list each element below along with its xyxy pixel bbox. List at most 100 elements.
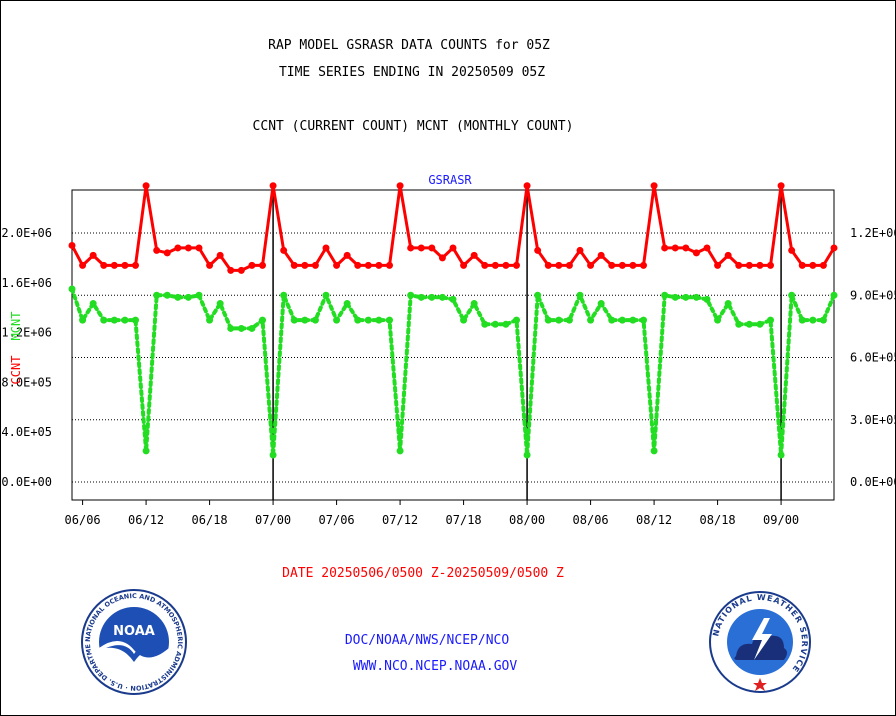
- mcnt-point: [259, 316, 266, 324]
- mcnt-point: [830, 291, 838, 299]
- right-axis-tick-label: 6.0E+05: [850, 351, 896, 365]
- ccnt-point: [79, 261, 87, 269]
- ccnt-point: [206, 261, 214, 269]
- right-axis-tick-label: 9.0E+05: [850, 288, 896, 302]
- ccnt-point: [174, 244, 182, 252]
- x-tick-label: 09/00: [763, 513, 799, 527]
- ccnt-point: [629, 261, 637, 269]
- mcnt-point: [491, 320, 499, 328]
- ccnt-point: [460, 261, 468, 269]
- ccnt-point: [682, 244, 690, 252]
- plot-border: [71, 189, 835, 501]
- ccnt-point: [386, 261, 393, 269]
- mcnt-point: [68, 285, 76, 293]
- mcnt-point: [481, 320, 489, 328]
- ccnt-point: [777, 182, 785, 190]
- ccnt-point: [798, 261, 806, 269]
- x-tick-label: 07/12: [382, 513, 418, 527]
- ccnt-point: [142, 182, 150, 190]
- ccnt-point: [364, 261, 372, 269]
- left-axis-tick-label: 1.6E+06: [1, 276, 52, 290]
- mcnt-point: [184, 293, 192, 301]
- ccnt-point: [788, 246, 796, 254]
- chart-title-line1: RAP MODEL GSRASR DATA COUNTS for 05Z: [268, 38, 550, 53]
- mcnt-point: [110, 316, 118, 324]
- mcnt-point: [227, 324, 235, 332]
- ccnt-point: [301, 261, 309, 269]
- nws-logo: NATIONAL WEATHER SERVICE: [709, 591, 811, 693]
- mcnt-point: [735, 320, 743, 328]
- mcnt-point: [703, 295, 711, 303]
- mcnt-point: [587, 316, 595, 324]
- mcnt-point: [523, 451, 531, 459]
- mcnt-point: [417, 293, 425, 301]
- ccnt-point: [767, 261, 774, 269]
- mcnt-point: [163, 291, 171, 299]
- mcnt-point: [544, 316, 552, 324]
- ccnt-point: [269, 182, 277, 190]
- ccnt-point: [491, 261, 499, 269]
- mcnt-point: [121, 316, 129, 324]
- mcnt-point: [311, 316, 319, 324]
- mcnt-point: [280, 291, 288, 299]
- ccnt-point: [100, 261, 108, 269]
- mcnt-point: [608, 316, 616, 324]
- ccnt-point: [534, 246, 542, 254]
- ccnt-line: [70, 184, 836, 272]
- mcnt-point: [79, 316, 87, 324]
- ccnt-point: [650, 182, 658, 190]
- ccnt-point: [417, 244, 425, 252]
- mcnt-point: [819, 316, 827, 324]
- x-tick-label: 07/18: [446, 513, 482, 527]
- mcnt-point: [555, 316, 563, 324]
- y-axis-label-ccnt: CCNT: [9, 356, 23, 385]
- mcnt-point: [174, 293, 182, 301]
- left-axis-tick-label: 0.0E+00: [1, 475, 52, 489]
- mcnt-point: [618, 316, 626, 324]
- ccnt-point: [375, 261, 383, 269]
- ccnt-point: [184, 244, 192, 252]
- x-tick-label: 08/00: [509, 513, 545, 527]
- ccnt-point: [153, 246, 161, 254]
- ccnt-point: [745, 261, 753, 269]
- mcnt-point: [809, 316, 817, 324]
- ccnt-point: [333, 261, 341, 269]
- ccnt-point: [449, 244, 457, 252]
- mcnt-point: [502, 320, 510, 328]
- mcnt-point: [449, 295, 457, 303]
- mcnt-point: [290, 316, 298, 324]
- mcnt-point: [301, 316, 309, 324]
- ccnt-point: [110, 261, 118, 269]
- mcnt-point: [89, 300, 97, 308]
- ccnt-point: [121, 261, 129, 269]
- mcnt-point: [777, 451, 785, 459]
- ccnt-point: [237, 266, 245, 274]
- x-tick-label: 08/18: [700, 513, 736, 527]
- mcnt-point: [375, 316, 383, 324]
- website-link[interactable]: WWW.NCO.NCEP.NOAA.GOV: [352, 659, 518, 674]
- mcnt-point: [629, 316, 637, 324]
- ccnt-point: [640, 261, 647, 269]
- grid-lines: [72, 232, 834, 483]
- ccnt-point: [311, 261, 319, 269]
- ccnt-point: [523, 182, 531, 190]
- mcnt-point: [354, 316, 362, 324]
- ccnt-point: [322, 244, 330, 252]
- ccnt-point: [555, 261, 563, 269]
- y-axis-label-mcnt: MCNT: [9, 312, 23, 341]
- chart-subtitle: CCNT (CURRENT COUNT) MCNT (MONTHLY COUNT…: [252, 119, 574, 134]
- ccnt-point: [703, 244, 711, 252]
- mcnt-point: [565, 316, 573, 324]
- ccnt-point: [290, 261, 298, 269]
- mcnt-point: [132, 316, 139, 324]
- ccnt-point: [661, 244, 669, 252]
- chart-title-line2: TIME SERIES ENDING IN 20250509 05Z: [278, 65, 546, 80]
- mcnt-point: [692, 293, 700, 301]
- ccnt-point: [608, 261, 616, 269]
- x-tick-label: 08/06: [573, 513, 609, 527]
- ccnt-point: [692, 249, 700, 257]
- noaa-logo-label: NOAA: [113, 624, 155, 639]
- left-axis-tick-label: 8.0E+05: [1, 375, 52, 389]
- mcnt-line: [70, 287, 836, 457]
- ccnt-point: [597, 251, 605, 259]
